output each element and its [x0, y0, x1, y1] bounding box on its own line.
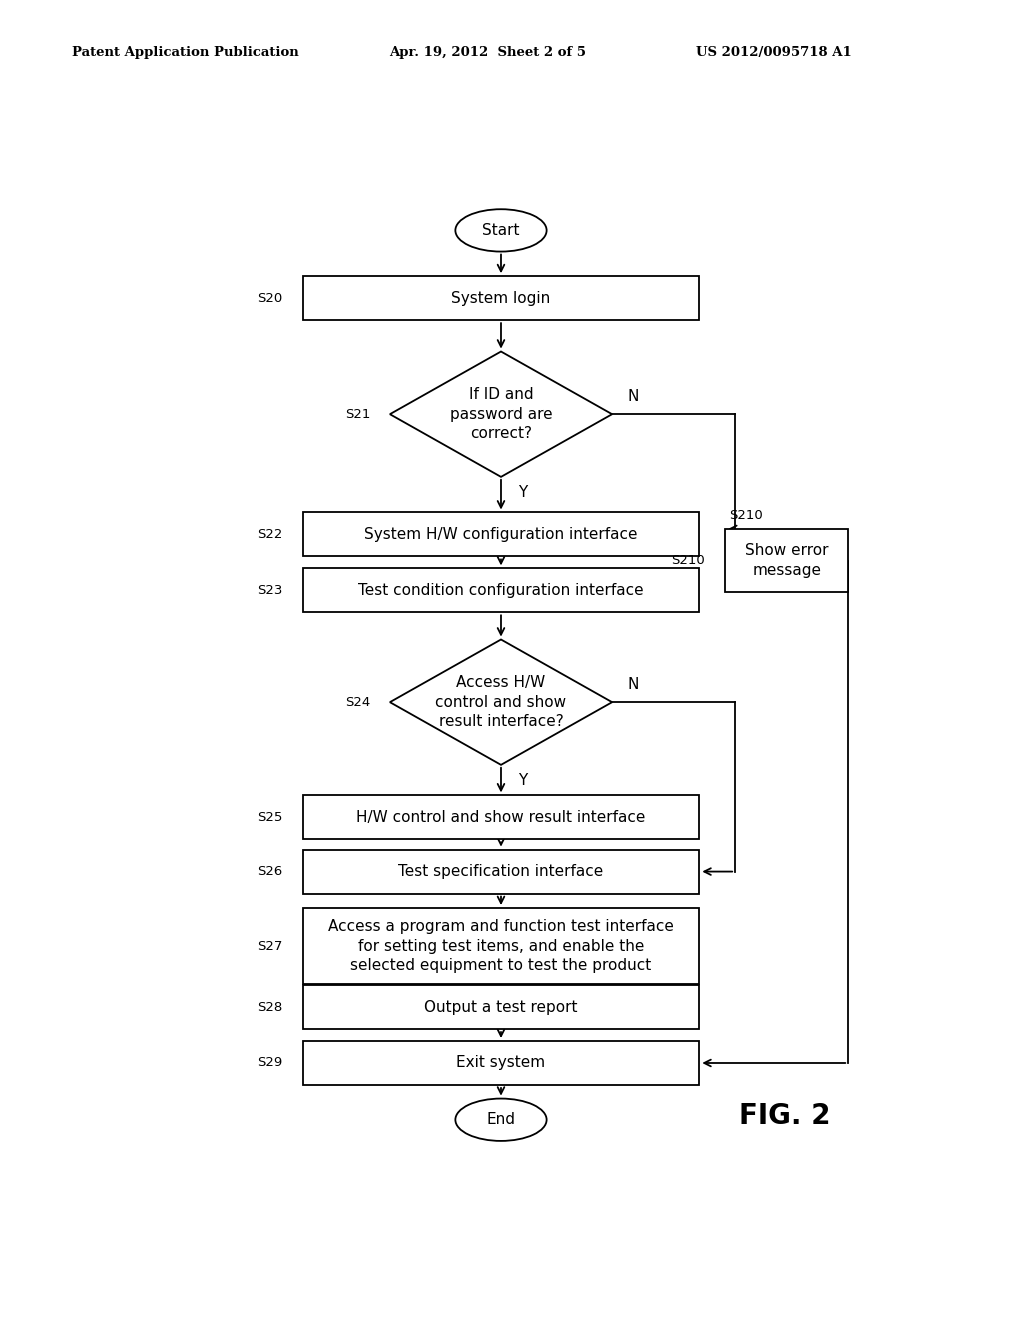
Text: If ID and
password are
correct?: If ID and password are correct?: [450, 387, 552, 441]
Text: Y: Y: [518, 774, 527, 788]
FancyBboxPatch shape: [303, 276, 699, 321]
Text: H/W control and show result interface: H/W control and show result interface: [356, 810, 646, 825]
Text: Patent Application Publication: Patent Application Publication: [72, 46, 298, 59]
Text: End: End: [486, 1113, 515, 1127]
Text: S26: S26: [257, 865, 283, 878]
Text: S210: S210: [672, 554, 706, 568]
Text: S27: S27: [257, 940, 283, 953]
Text: S28: S28: [257, 1001, 283, 1014]
Text: Apr. 19, 2012  Sheet 2 of 5: Apr. 19, 2012 Sheet 2 of 5: [389, 46, 586, 59]
Text: S29: S29: [257, 1056, 283, 1069]
Text: S20: S20: [257, 292, 283, 305]
Text: S25: S25: [257, 810, 283, 824]
FancyBboxPatch shape: [303, 850, 699, 894]
Text: US 2012/0095718 A1: US 2012/0095718 A1: [696, 46, 852, 59]
Polygon shape: [390, 639, 612, 764]
Text: Access H/W
control and show
result interface?: Access H/W control and show result inter…: [435, 675, 566, 730]
Text: Output a test report: Output a test report: [424, 999, 578, 1015]
Text: S22: S22: [257, 528, 283, 541]
Ellipse shape: [456, 209, 547, 252]
FancyBboxPatch shape: [303, 796, 699, 840]
Text: S210: S210: [729, 510, 763, 523]
Text: FIG. 2: FIG. 2: [739, 1101, 830, 1130]
Text: S23: S23: [257, 583, 283, 597]
Text: Test condition configuration interface: Test condition configuration interface: [358, 583, 644, 598]
FancyBboxPatch shape: [725, 529, 848, 593]
FancyBboxPatch shape: [303, 512, 699, 557]
Text: Start: Start: [482, 223, 520, 238]
Text: N: N: [628, 677, 639, 692]
Text: Access a program and function test interface
for setting test items, and enable : Access a program and function test inter…: [328, 919, 674, 973]
Text: S21: S21: [345, 408, 370, 421]
Text: Test specification interface: Test specification interface: [398, 865, 603, 879]
FancyBboxPatch shape: [303, 1041, 699, 1085]
Text: System login: System login: [452, 290, 551, 306]
Ellipse shape: [456, 1098, 547, 1140]
Polygon shape: [390, 351, 612, 477]
Text: System H/W configuration interface: System H/W configuration interface: [365, 527, 638, 543]
FancyBboxPatch shape: [303, 569, 699, 612]
FancyBboxPatch shape: [303, 908, 699, 985]
Text: Exit system: Exit system: [457, 1056, 546, 1071]
Text: Y: Y: [518, 486, 527, 500]
Text: Show error
message: Show error message: [744, 544, 828, 578]
FancyBboxPatch shape: [303, 985, 699, 1030]
Text: S24: S24: [345, 696, 370, 709]
Text: N: N: [628, 389, 639, 404]
